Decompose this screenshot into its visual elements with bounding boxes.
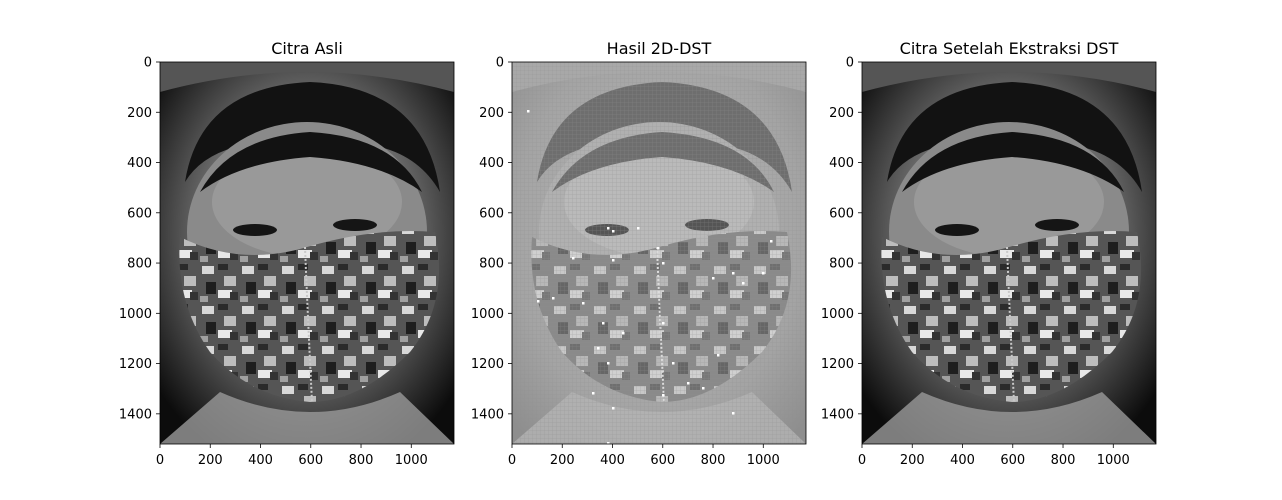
image-panel-2: Hasil 2D-DST 0 200 400 600 800 1000 1200 1400 0 20… [471, 39, 807, 468]
panel-title: Citra Asli [271, 39, 343, 58]
x-tick-label: 0 [156, 453, 164, 468]
image-panel-3: Citra Setelah Ekstraksi DST 0 200 400 600 800… [821, 39, 1157, 468]
panel-image-2 [512, 62, 806, 444]
y-tick-label: 600 [127, 206, 152, 221]
x-tick-label: 600 [298, 453, 323, 468]
y-tick-label: 0 [144, 56, 152, 71]
x-tick-label: 400 [600, 453, 625, 468]
y-tick-label: 1200 [821, 357, 854, 372]
x-tick-label: 1000 [747, 453, 780, 468]
x-tick-label: 0 [858, 453, 866, 468]
x-tick-label: 1000 [1097, 453, 1130, 468]
y-tick-label: 1400 [119, 407, 152, 422]
y-tick-label: 800 [127, 257, 152, 272]
y-tick-label: 1200 [119, 357, 152, 372]
y-tick-label: 800 [479, 257, 504, 272]
y-tick-label: 200 [479, 106, 504, 121]
y-tick-label: 400 [829, 156, 854, 171]
y-tick-label: 1000 [471, 307, 504, 322]
x-tick-label: 0 [508, 453, 516, 468]
y-tick-label: 1200 [471, 357, 504, 372]
panel-title: Citra Setelah Ekstraksi DST [900, 39, 1119, 58]
x-tick-label: 600 [650, 453, 675, 468]
image-panel-1: Citra Asli 0 200 400 600 800 1000 1200 1400 0 200 4… [119, 39, 455, 468]
y-tick-label: 200 [829, 106, 854, 121]
y-tick-label: 800 [829, 257, 854, 272]
y-tick-label: 400 [127, 156, 152, 171]
x-tick-label: 200 [900, 453, 925, 468]
x-tick-label: 600 [1000, 453, 1025, 468]
x-tick-label: 400 [248, 453, 273, 468]
y-tick-label: 1000 [821, 307, 854, 322]
x-tick-label: 400 [950, 453, 975, 468]
y-tick-label: 400 [479, 156, 504, 171]
y-tick-label: 1400 [471, 407, 504, 422]
panel-image-1 [160, 62, 454, 444]
y-tick-label: 0 [846, 56, 854, 71]
y-tick-label: 200 [127, 106, 152, 121]
axes-frame [159, 61, 455, 445]
x-tick-label: 200 [198, 453, 223, 468]
x-tick-label: 1000 [395, 453, 428, 468]
axes-frame [511, 61, 807, 445]
x-tick-label: 800 [1051, 453, 1076, 468]
panel-image-3 [862, 62, 1156, 444]
y-tick-label: 1000 [119, 307, 152, 322]
y-tick-label: 600 [829, 206, 854, 221]
panel-title: Hasil 2D-DST [607, 39, 712, 58]
x-tick-label: 200 [550, 453, 575, 468]
y-tick-label: 0 [496, 56, 504, 71]
x-tick-label: 800 [701, 453, 726, 468]
y-tick-label: 1400 [821, 407, 854, 422]
x-tick-label: 800 [349, 453, 374, 468]
y-tick-label: 600 [479, 206, 504, 221]
axes-frame [861, 61, 1157, 445]
